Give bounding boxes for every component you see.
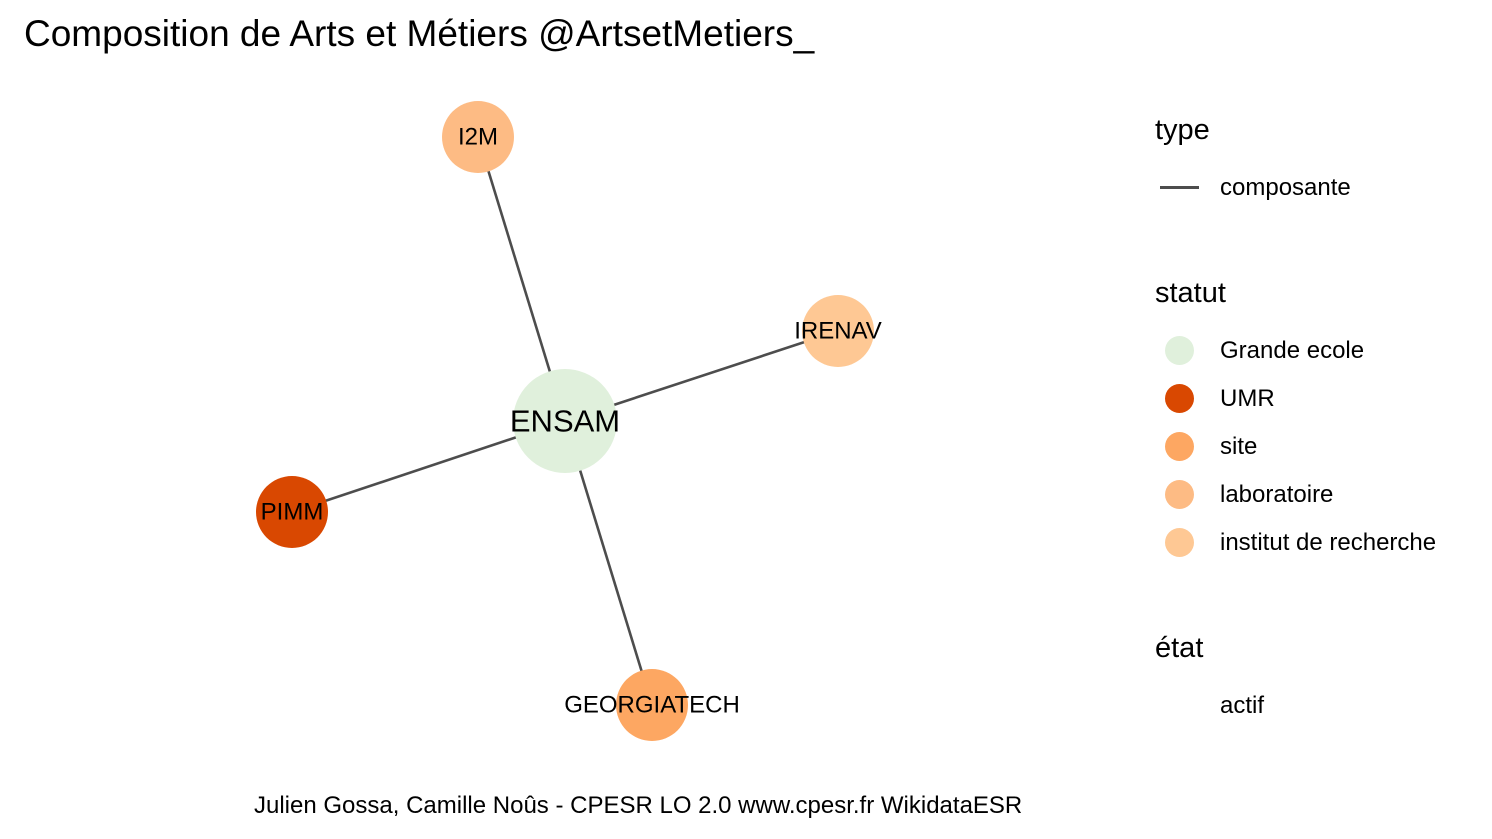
node-label-i2m: I2M [458, 124, 498, 151]
node-circle-i2m [442, 101, 514, 173]
legend-statut-item-1: UMR [1220, 385, 1275, 412]
node-i2m: I2M [442, 101, 514, 173]
caption: Julien Gossa, Camille Noûs - CPESR LO 2.… [254, 792, 1023, 819]
legend-etat-item-actif: actif [1220, 692, 1265, 719]
legend-statut-item-4: institut de recherche [1220, 529, 1437, 556]
node-circle-irenav [802, 295, 874, 367]
legend-statut-swatch-4 [1165, 528, 1194, 557]
node-label-pimm: PIMM [261, 499, 324, 526]
node-circle-pimm [256, 476, 328, 548]
legend-statut-swatch-1 [1165, 384, 1194, 413]
legend-statut-swatch-0 [1165, 336, 1194, 365]
legend-statut-item-0: Grande ecole [1220, 337, 1365, 364]
legend-statut-title: statut [1155, 277, 1226, 309]
node-georgiatech: GEORGIATECH [564, 669, 740, 741]
legend-type-title: type [1155, 114, 1210, 146]
legend-type-item-composante: composante [1220, 174, 1351, 201]
node-circle-ensam [513, 369, 617, 473]
node-circle-georgiatech [616, 669, 688, 741]
nodes-layer: ENSAM I2M IRENAV PIMM GEORGIATECH [256, 101, 882, 741]
chart-title: Composition de Arts et Métiers @ArtsetMe… [24, 13, 815, 54]
legend-edge-swatch [1160, 186, 1199, 189]
node-pimm: PIMM [256, 476, 328, 548]
node-ensam: ENSAM [510, 369, 620, 473]
node-label-irenav: IRENAV [794, 318, 882, 345]
node-label-georgiatech: GEORGIATECH [564, 692, 740, 719]
legend-statut-item-3: laboratoire [1220, 481, 1334, 508]
legend-statut-swatch-3 [1165, 480, 1194, 509]
legend-statut-swatch-2 [1165, 432, 1194, 461]
node-label-ensam: ENSAM [510, 404, 620, 439]
legend-statut-item-2: site [1220, 433, 1258, 460]
node-irenav: IRENAV [794, 295, 882, 367]
legend-etat-title: état [1155, 632, 1204, 664]
